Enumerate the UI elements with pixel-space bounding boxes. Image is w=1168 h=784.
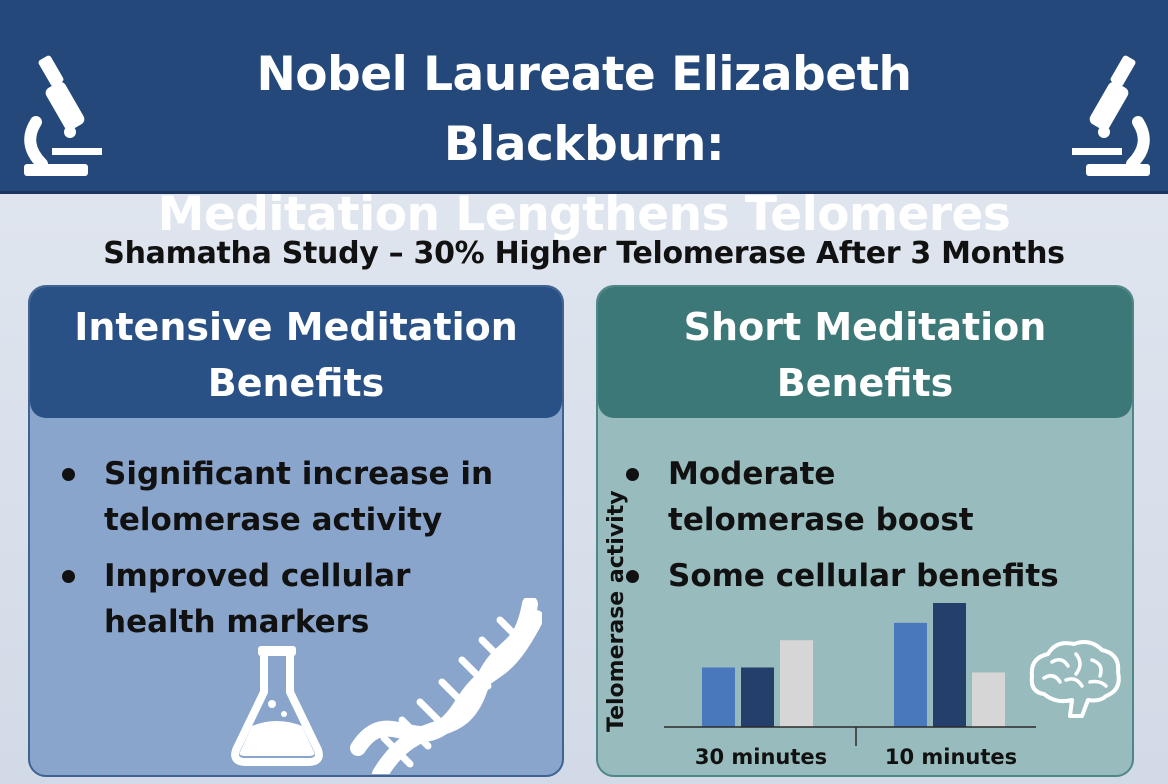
page-title: Nobel Laureate Elizabeth Blackburn: Medi…	[110, 40, 1058, 250]
chart-bar	[933, 603, 966, 727]
chart-y-axis-label: Telomerase activity	[604, 490, 629, 732]
list-item: Some cellular benefits	[618, 553, 1118, 599]
heading-line-1: Intensive Meditation	[74, 305, 518, 349]
bullet-line: Moderate	[668, 456, 836, 492]
chart-bar	[780, 640, 813, 727]
short-benefits-list: Moderate telomerase boost Some cellular …	[618, 451, 1118, 609]
microscope-icon	[24, 55, 102, 176]
title-line-2: Meditation Lengthens Telomeres	[157, 187, 1011, 242]
list-item: Improved cellular health markers	[54, 553, 554, 645]
title-line-1: Nobel Laureate Elizabeth Blackburn:	[256, 47, 912, 172]
heading-line-2: Benefits	[207, 361, 385, 405]
flask-icon	[231, 646, 323, 766]
dna-icon	[350, 598, 542, 774]
list-item: Significant increase in telomerase activ…	[54, 451, 554, 543]
chart-bar	[741, 667, 774, 727]
chart-bar	[894, 622, 927, 727]
bullet-line: health markers	[104, 604, 370, 640]
intensive-meditation-panel: Intensive Meditation Benefits Significan…	[28, 285, 564, 777]
chart-bar	[702, 667, 735, 727]
bullet-line: telomerase boost	[668, 502, 974, 538]
bullet-line: telomerase activity	[104, 502, 443, 538]
x-tick-label: 10 minutes	[885, 745, 1017, 769]
list-item: Moderate telomerase boost	[618, 451, 1118, 543]
bullet-line: Some cellular benefits	[668, 558, 1059, 594]
chart-bar	[972, 672, 1005, 727]
microscope-icon	[1072, 55, 1150, 176]
x-tick-label: 30 minutes	[695, 745, 827, 769]
heading-line-2: Benefits	[776, 361, 954, 405]
telomerase-bar-chart: 30 minutes 10 minutes	[664, 603, 1036, 769]
heading-line-1: Short Meditation	[683, 305, 1047, 349]
bullet-line: Improved cellular	[104, 558, 411, 594]
header-banner: Nobel Laureate Elizabeth Blackburn: Medi…	[0, 0, 1168, 242]
bullet-line: Significant increase in	[104, 456, 494, 492]
brain-icon	[1029, 640, 1121, 718]
study-subtitle: Shamatha Study – 30% Higher Telomerase A…	[103, 236, 1065, 271]
short-panel-heading: Short Meditation Benefits	[598, 287, 1132, 418]
intensive-panel-heading: Intensive Meditation Benefits	[30, 287, 562, 418]
intensive-benefits-list: Significant increase in telomerase activ…	[54, 451, 554, 655]
